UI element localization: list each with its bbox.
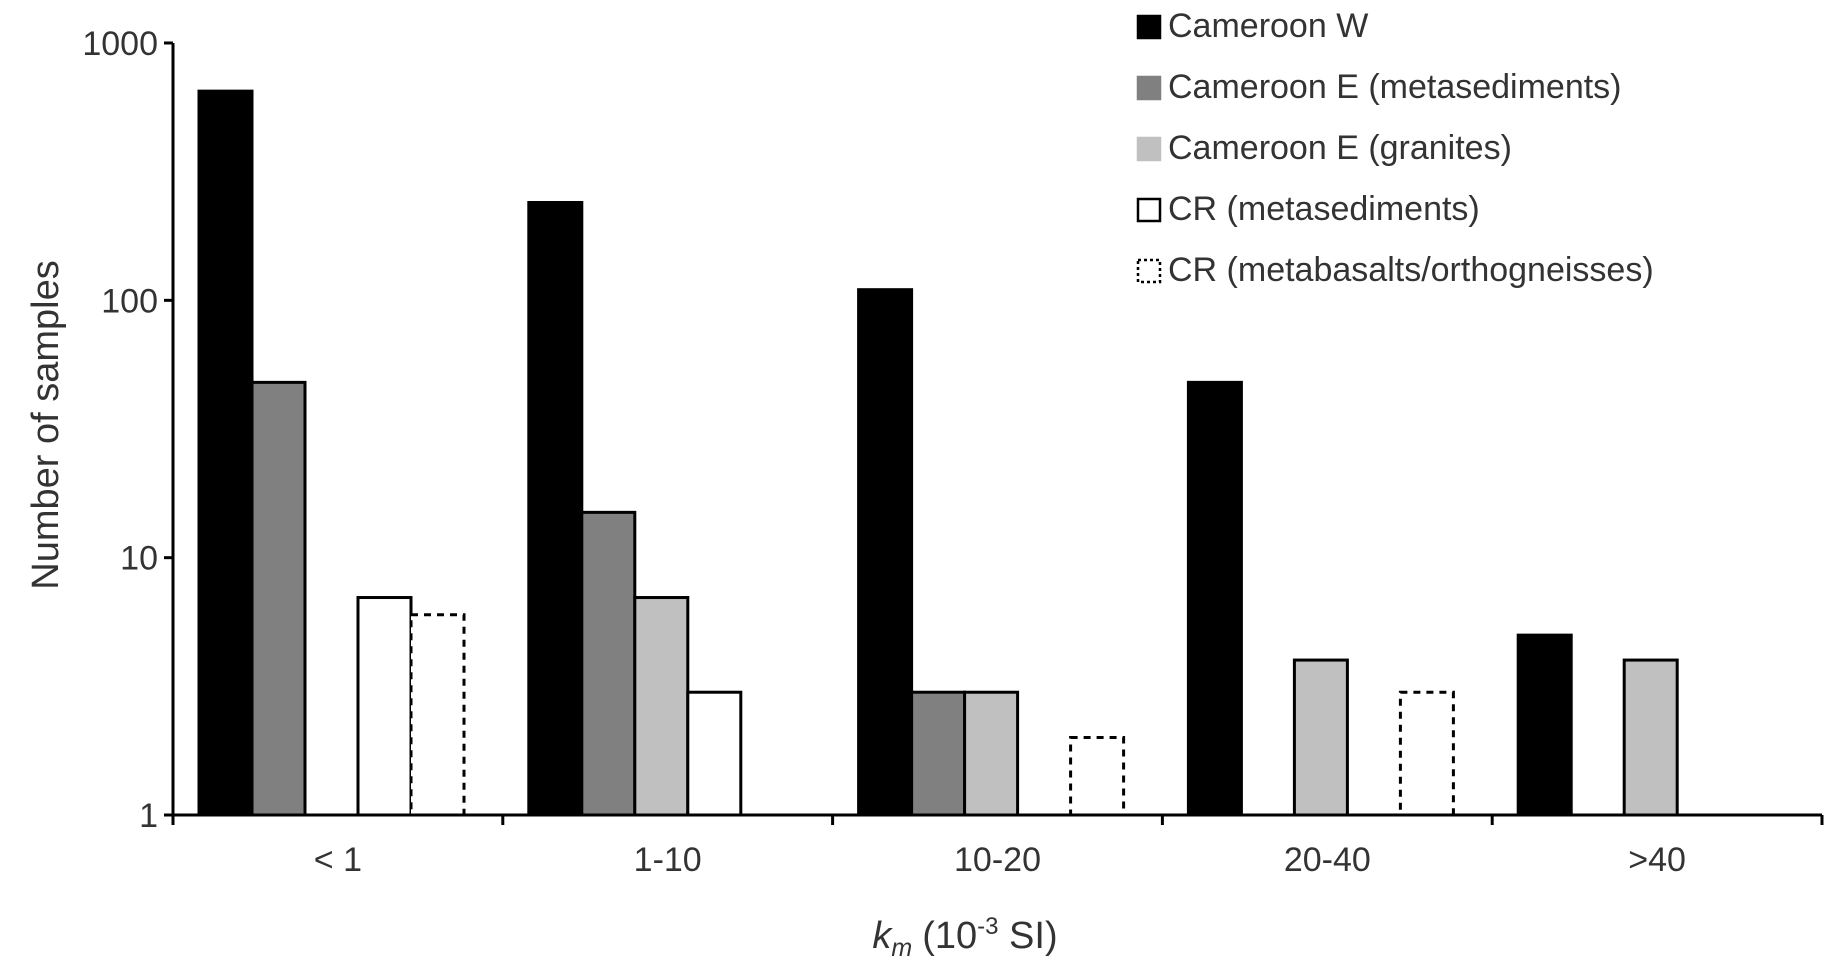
- legend-label: CR (metabasalts/orthogneisses): [1168, 251, 1654, 289]
- y-axis-title: Number of samples: [25, 260, 67, 589]
- x-tick-label: 10-20: [954, 841, 1041, 879]
- y-tick-label: 100: [101, 282, 158, 320]
- legend-swatch: [1136, 258, 1162, 284]
- bar: [356, 596, 413, 817]
- legend: Cameroon W Cameroon E (metasediments) Came…: [1136, 7, 1654, 289]
- bar: [250, 380, 307, 817]
- bar: [633, 596, 690, 817]
- x-axis-title-exponent: -3: [977, 913, 998, 940]
- x-tick-label: >40: [1628, 841, 1686, 879]
- bar: [197, 89, 254, 817]
- x-tick-label: 20-40: [1284, 841, 1371, 879]
- x-axis-title-subscript: m: [891, 934, 912, 962]
- legend-swatch: [1136, 197, 1162, 223]
- bar: [1398, 690, 1455, 817]
- bars: [197, 89, 1679, 817]
- y-tick-label: 1: [139, 797, 158, 835]
- x-axis-title-prefix: (10: [922, 915, 977, 957]
- bar: [527, 200, 584, 817]
- legend-swatch: [1136, 136, 1162, 162]
- bar: [580, 510, 637, 817]
- bar: [1186, 380, 1243, 817]
- legend-swatch: [1136, 14, 1162, 40]
- legend-label: Cameroon E (granites): [1168, 129, 1512, 167]
- x-axis-title-suffix: SI): [998, 915, 1057, 957]
- legend-swatch: [1136, 75, 1162, 101]
- bar: [409, 613, 466, 817]
- x-axis-title-symbol: k: [872, 915, 893, 957]
- bar: [1622, 658, 1679, 817]
- bar: [686, 690, 743, 817]
- y-tick-label: 10: [120, 540, 158, 578]
- bar: [910, 690, 967, 817]
- bar: [857, 288, 914, 817]
- bar: [1292, 658, 1349, 817]
- legend-label: Cameroon W: [1168, 7, 1368, 45]
- bar: [1069, 736, 1126, 817]
- bar: [1516, 633, 1573, 817]
- y-tick-label: 1000: [82, 25, 158, 63]
- axes: 1 10 100 1000 < 1 1-10 10-20 20-40 >40: [82, 25, 1824, 879]
- legend-label: CR (metasediments): [1168, 190, 1480, 228]
- x-axis-title: km (10-3 SI): [872, 913, 1057, 962]
- x-tick-label: < 1: [314, 841, 362, 879]
- legend-label: Cameroon E (metasediments): [1168, 68, 1622, 106]
- bar: [963, 690, 1020, 817]
- x-tick-label: 1-10: [634, 841, 702, 879]
